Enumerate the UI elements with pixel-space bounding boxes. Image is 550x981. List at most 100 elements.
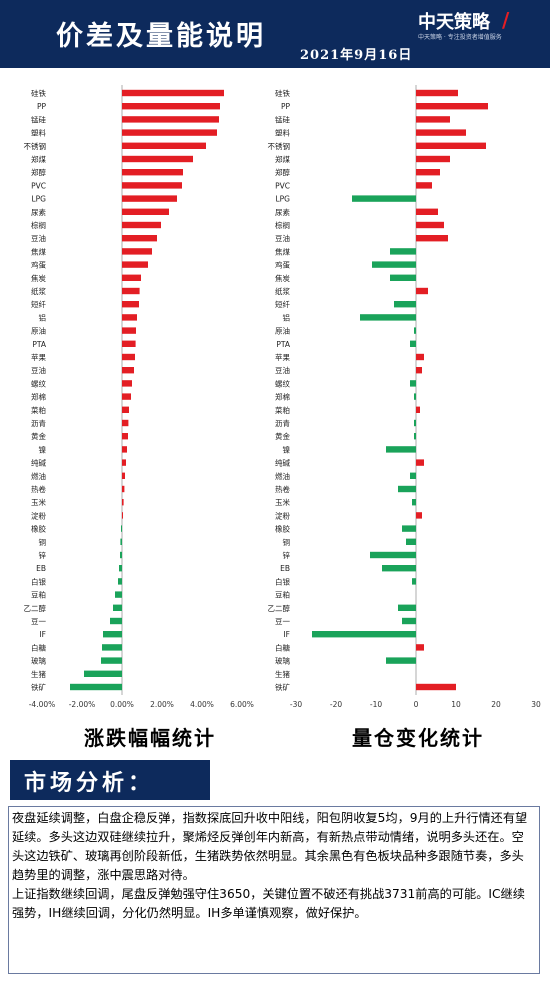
change-bar bbox=[122, 287, 140, 295]
volume-bar bbox=[416, 683, 456, 691]
logo-slash-icon: / bbox=[502, 8, 510, 32]
volume-bar bbox=[414, 327, 416, 334]
volume-category-label: 短纤 bbox=[275, 299, 290, 309]
change-category-label: 原油 bbox=[31, 326, 46, 336]
header-bar: 价差及量能说明 2021年9月16日 中天策略 / 中天策略 · 专注投资者增值… bbox=[0, 0, 550, 68]
market-analysis-banner: 市场分析： bbox=[10, 760, 210, 800]
change-category-label: 纸浆 bbox=[31, 286, 46, 296]
volume-bar bbox=[416, 129, 466, 136]
change-category-label: 铁矿 bbox=[31, 682, 46, 692]
volume-bar bbox=[416, 287, 428, 295]
volume-bar bbox=[416, 459, 424, 466]
change-bar bbox=[110, 617, 122, 625]
change-bar bbox=[118, 578, 122, 585]
volume-bar bbox=[416, 89, 458, 97]
volume-category-label: 豆油 bbox=[275, 365, 290, 375]
change-bar bbox=[122, 274, 141, 281]
volume-category-label: 锰硅 bbox=[275, 114, 290, 124]
change-category-label: PTA bbox=[32, 340, 47, 349]
change-bar bbox=[122, 393, 131, 400]
volume-category-label: 郑醇 bbox=[275, 167, 290, 177]
volume-category-label: 乙二醇 bbox=[268, 603, 291, 613]
volume-bar bbox=[382, 565, 416, 572]
volume-bar bbox=[390, 274, 416, 281]
volume-category-label: 纸浆 bbox=[275, 286, 290, 296]
volume-category-label: 焦炭 bbox=[275, 273, 290, 283]
volume-category-label: 镍 bbox=[283, 444, 291, 454]
volume-tick-label: 30 bbox=[531, 700, 541, 709]
volume-category-label: 不锈钢 bbox=[268, 141, 291, 151]
volume-category-label: 白银 bbox=[275, 576, 290, 586]
change-bar bbox=[119, 565, 122, 572]
change-bar bbox=[122, 433, 128, 440]
change-category-label: 淀粉 bbox=[31, 510, 46, 520]
change-bar bbox=[115, 591, 122, 598]
change-category-label: 沥青 bbox=[31, 418, 46, 428]
change-category-label: 热卷 bbox=[31, 484, 46, 494]
volume-bar bbox=[416, 155, 450, 163]
volume-bar bbox=[416, 103, 488, 110]
change-category-label: IF bbox=[39, 630, 46, 639]
change-category-label: 白糖 bbox=[31, 642, 46, 652]
volume-bar bbox=[370, 551, 416, 559]
change-category-label: 生猪 bbox=[31, 669, 46, 679]
volume-tick-label: 0 bbox=[414, 700, 419, 709]
volume-tick-label: -10 bbox=[370, 700, 382, 709]
volume-category-label: 菜粕 bbox=[275, 405, 290, 415]
change-bar bbox=[122, 419, 129, 427]
change-bar bbox=[122, 472, 125, 479]
change-bar bbox=[122, 195, 177, 202]
volume-bar bbox=[416, 406, 420, 413]
change-category-label: 螺纹 bbox=[31, 378, 46, 388]
volume-category-label: 淀粉 bbox=[275, 510, 290, 520]
change-bar bbox=[122, 327, 136, 334]
change-bar bbox=[122, 499, 124, 506]
volume-bar bbox=[412, 499, 416, 506]
volume-bar bbox=[416, 353, 424, 361]
volume-bar bbox=[416, 221, 444, 229]
change-bar bbox=[122, 208, 169, 215]
change-category-label: 铝 bbox=[39, 312, 47, 322]
change-bar bbox=[102, 644, 122, 651]
volume-tick-label: 20 bbox=[491, 700, 501, 709]
volume-bar bbox=[416, 116, 450, 123]
change-bar bbox=[122, 221, 161, 229]
change-bar bbox=[122, 261, 148, 268]
volume-tick-label: -30 bbox=[290, 700, 302, 709]
change-category-label: 锌 bbox=[39, 550, 47, 560]
change-category-label: 棕榈 bbox=[31, 220, 46, 230]
volume-bar bbox=[386, 446, 416, 453]
volume-category-label: 塑料 bbox=[275, 128, 290, 138]
volume-category-label: 豆粕 bbox=[275, 590, 290, 600]
change-chart-caption: 涨跌幅幅统计 bbox=[84, 726, 216, 750]
change-category-label: 燃油 bbox=[31, 471, 46, 481]
change-tick-label: -4.00% bbox=[29, 700, 56, 709]
change-category-label: 豆一 bbox=[31, 617, 46, 626]
change-bar bbox=[122, 301, 139, 308]
change-category-label: 玻璃 bbox=[31, 656, 46, 666]
volume-category-label: 原油 bbox=[275, 326, 290, 336]
change-tick-label: 0.00% bbox=[110, 700, 134, 709]
change-bar bbox=[103, 631, 122, 638]
volume-category-label: 白糖 bbox=[275, 642, 290, 652]
volume-bar bbox=[416, 208, 438, 215]
volume-category-label: EB bbox=[280, 564, 290, 573]
volume-tick-label: 10 bbox=[451, 700, 461, 709]
change-bar bbox=[120, 538, 122, 545]
change-bar bbox=[122, 446, 127, 453]
change-bar bbox=[113, 604, 122, 611]
change-bar bbox=[122, 314, 137, 321]
change-category-label: 短纤 bbox=[31, 299, 46, 309]
change-category-label: 焦炭 bbox=[31, 273, 46, 283]
charts-area: 硅铁PP锰硅塑料不锈钢郑煤郑醇PVCLPG尿素棕榈豆油焦煤鸡蛋焦炭纸浆短纤铝原油… bbox=[24, 85, 541, 709]
change-bar bbox=[122, 340, 136, 347]
change-category-label: EB bbox=[36, 564, 46, 573]
change-tick-label: -2.00% bbox=[69, 700, 96, 709]
volume-category-label: 郑棉 bbox=[275, 392, 290, 402]
change-bar bbox=[122, 406, 129, 413]
volume-category-label: PP bbox=[281, 102, 291, 111]
change-category-label: 镍 bbox=[39, 444, 47, 454]
volume-bar bbox=[390, 248, 416, 255]
volume-bar bbox=[414, 393, 416, 400]
change-category-label: 纯碱 bbox=[31, 458, 46, 468]
